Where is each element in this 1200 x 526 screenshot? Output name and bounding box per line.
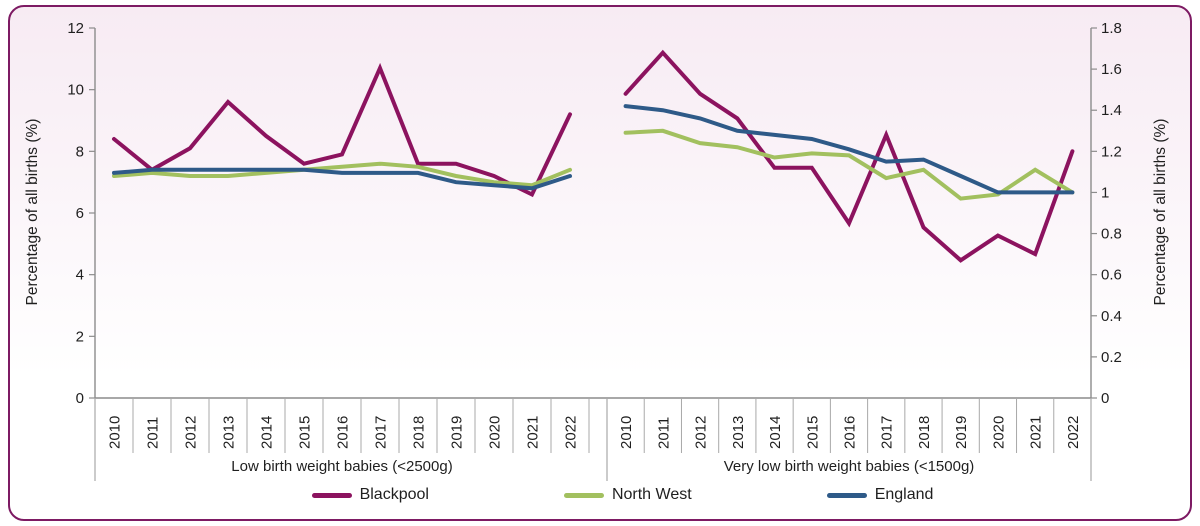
- legend-label-north-west: North West: [611, 486, 692, 503]
- year-label: 2021: [1028, 416, 1045, 449]
- right-axis-tick-label: 1: [1101, 184, 1109, 201]
- year-label: 2019: [953, 416, 970, 449]
- right-axis-tick-label: 0.8: [1101, 226, 1122, 243]
- x-axis-group-label-very-low-birth-weight: Very low birth weight babies (<1500g): [723, 458, 975, 475]
- legend-label-england: England: [874, 486, 934, 503]
- right-axis-tick-label: 0.2: [1101, 349, 1122, 366]
- year-label: 2012: [693, 416, 710, 449]
- series-line-north-west-very-low: [623, 128, 1075, 201]
- chart-card: [8, 5, 1192, 521]
- year-label: 2019: [449, 416, 466, 449]
- year-label: 2015: [297, 416, 314, 449]
- blackpool-line-swatch-icon: [311, 492, 352, 498]
- series-line-north-west-low: [112, 161, 572, 188]
- right-axis-tick-label: 0.4: [1101, 308, 1122, 325]
- year-label: 2022: [563, 416, 580, 449]
- year-label: 2010: [618, 416, 635, 449]
- chart-legend: Blackpool North West England: [0, 486, 1200, 504]
- year-label: 2011: [145, 417, 162, 449]
- year-label: 2020: [487, 416, 504, 449]
- right-axis-tick-label: 1.2: [1101, 143, 1122, 160]
- england-line-swatch-icon: [826, 492, 867, 498]
- x-axis-group-label-low-birth-weight: Low birth weight babies (<2500g): [231, 458, 453, 475]
- series-line-blackpool-low: [112, 62, 572, 198]
- series-line-england-low: [112, 167, 572, 191]
- north-west-line-swatch-icon: [563, 492, 604, 498]
- year-label: 2014: [259, 416, 276, 449]
- year-label: 2017: [373, 416, 390, 449]
- year-label: 2018: [411, 416, 428, 449]
- year-label: 2017: [879, 416, 896, 449]
- year-label: 2016: [335, 416, 352, 449]
- series-line-blackpool-very-low: [623, 49, 1075, 263]
- left-axis-tick-label: 10: [67, 82, 84, 99]
- year-label: 2016: [842, 416, 859, 449]
- right-axis-tick-label: 1.4: [1101, 102, 1122, 119]
- right-axis-tick-label: 1.8: [1101, 20, 1122, 37]
- left-axis-tick-label: 2: [76, 328, 84, 345]
- right-axis-tick-label: 0: [1101, 390, 1109, 407]
- year-label: 2014: [767, 416, 784, 449]
- left-axis-tick-label: 6: [76, 205, 84, 222]
- year-label: 2013: [221, 416, 238, 449]
- year-label: 2021: [525, 416, 542, 449]
- left-axis-tick-label: 0: [76, 390, 84, 407]
- right-axis-tick-label: 0.6: [1101, 267, 1122, 284]
- left-axis-tick-label: 12: [67, 20, 84, 37]
- right-axis-tick-label: 1.6: [1101, 61, 1122, 78]
- year-label: 2011: [655, 417, 672, 449]
- year-label: 2022: [1065, 416, 1082, 449]
- legend-item-england: England: [826, 486, 934, 504]
- left-axis-tick-label: 8: [76, 143, 84, 160]
- right-y-axis-title: Percentage of all births (%): [1152, 118, 1169, 306]
- legend-label-blackpool: Blackpool: [359, 486, 429, 503]
- series-line-england-very-low: [623, 104, 1075, 195]
- year-label: 2020: [990, 416, 1007, 449]
- year-label: 2013: [730, 416, 747, 449]
- year-label: 2010: [107, 416, 124, 449]
- year-label: 2015: [804, 416, 821, 449]
- legend-item-north-west: North West: [563, 486, 692, 504]
- left-axis-tick-label: 4: [76, 267, 84, 284]
- year-label: 2018: [916, 416, 933, 449]
- year-label: 2012: [183, 416, 200, 449]
- left-y-axis-title: Percentage of all births (%): [24, 118, 41, 306]
- legend-item-blackpool: Blackpool: [311, 486, 429, 504]
